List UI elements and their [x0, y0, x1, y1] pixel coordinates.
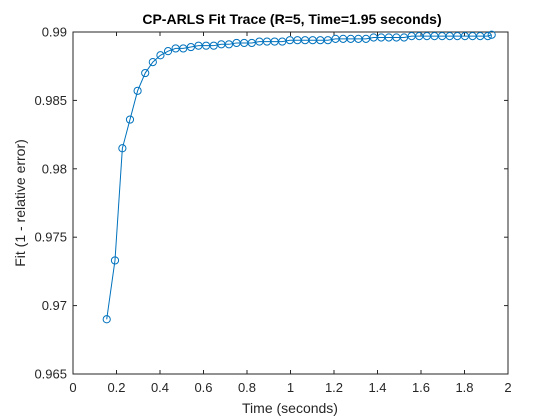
- x-tick-label: 1.4: [368, 380, 386, 395]
- data-point-marker: [487, 30, 496, 39]
- data-point-marker: [399, 33, 409, 42]
- x-axis-label: Time (seconds): [242, 400, 338, 416]
- data-point-marker: [102, 315, 111, 324]
- x-tick-label: 0: [69, 380, 76, 395]
- data-point-marker: [156, 51, 165, 60]
- data-point-marker: [125, 115, 135, 124]
- data-point-marker: [110, 256, 120, 265]
- data-series: [102, 30, 496, 324]
- data-point-marker: [323, 36, 333, 45]
- x-tick-label: 1.6: [412, 380, 430, 395]
- data-point-marker: [118, 144, 127, 153]
- chart-title: CP-ARLS Fit Trace (R=5, Time=1.95 second…: [142, 11, 441, 27]
- x-tick-label: 2: [504, 380, 511, 395]
- x-tick-label: 0.8: [238, 380, 256, 395]
- y-tick-label: 0.965: [34, 367, 67, 382]
- data-point-marker: [483, 32, 492, 41]
- x-axis: 0 0.2 0.4 0.6 0.8 1 1.2 1.4 1.6 1.8 2: [69, 32, 512, 395]
- data-point-marker: [148, 57, 157, 67]
- y-tick-label: 0.98: [42, 161, 67, 176]
- data-point-marker: [247, 38, 256, 48]
- y-tick-label: 0.975: [34, 230, 67, 245]
- data-point-marker: [179, 44, 188, 53]
- data-point-marker: [361, 34, 371, 43]
- data-point-marker: [141, 68, 150, 78]
- data-point-marker: [209, 41, 218, 50]
- y-tick-label: 0.985: [34, 93, 67, 108]
- x-tick-label: 1.8: [455, 380, 473, 395]
- data-point-marker: [163, 47, 173, 56]
- x-tick-label: 0.2: [107, 380, 125, 395]
- x-tick-label: 0.6: [194, 380, 212, 395]
- y-axis-label: Fit (1 - relative error): [12, 139, 28, 267]
- data-point-marker: [133, 86, 142, 95]
- y-axis: 0.965 0.97 0.975 0.98 0.985 0.99: [34, 25, 508, 382]
- data-point-marker: [278, 37, 287, 46]
- x-tick-label: 0.4: [151, 380, 169, 395]
- x-tick-label: 1: [287, 380, 294, 395]
- x-tick-label: 1.2: [325, 380, 343, 395]
- y-tick-label: 0.99: [42, 25, 67, 40]
- y-tick-label: 0.97: [42, 298, 67, 313]
- data-point-marker: [224, 40, 234, 49]
- data-point-marker: [186, 42, 195, 52]
